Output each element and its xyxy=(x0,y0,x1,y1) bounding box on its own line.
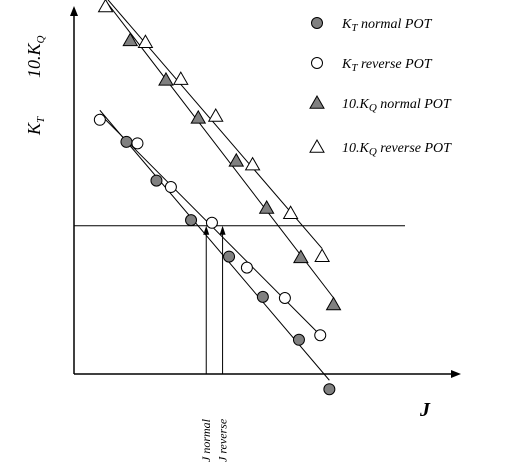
annotation-arrowhead-1 xyxy=(203,225,210,235)
series-2-point-1 xyxy=(93,113,106,126)
annotation-arrowhead-2 xyxy=(219,225,226,235)
series-4-point-2 xyxy=(137,34,154,49)
series-2-point-5 xyxy=(240,261,253,274)
annotation-label-1: J normal xyxy=(199,418,213,462)
annotations: J normal J reverse xyxy=(199,225,230,462)
series-1-point-4 xyxy=(223,250,236,263)
series-2-point-4 xyxy=(205,216,218,229)
series-4-point-6 xyxy=(282,205,299,220)
legend-marker-1 xyxy=(311,17,323,29)
series-markers xyxy=(93,0,342,396)
x-axis-arrow xyxy=(451,370,461,378)
series-4-point-3 xyxy=(172,71,189,85)
series-4-point-1 xyxy=(97,0,114,13)
series-1-point-6 xyxy=(292,333,305,346)
x-axis-title: J xyxy=(419,399,431,421)
legend-marker-4 xyxy=(309,138,325,153)
series-3-point-2 xyxy=(158,71,174,86)
legend-marker-2 xyxy=(311,57,323,69)
series-2-point-2 xyxy=(131,137,144,150)
series-2-point-7 xyxy=(314,329,327,342)
y-axis-title-left: KT xyxy=(24,116,47,136)
series-2-point-6 xyxy=(278,292,291,304)
series-2-point-3 xyxy=(164,181,177,194)
axes xyxy=(70,6,461,378)
series-lines xyxy=(99,0,334,381)
legend-label-2: KT reverse POT xyxy=(341,57,433,74)
series-4-point-4 xyxy=(207,107,224,122)
series-3-point-4 xyxy=(228,152,245,167)
series-3-point-6 xyxy=(292,249,309,264)
series-1-point-3 xyxy=(185,214,198,227)
series-line-1 xyxy=(99,109,330,381)
series-4-point-7 xyxy=(314,248,331,262)
legend: KT normal POT KT reverse POT 10.KQ normal … xyxy=(309,17,452,158)
series-1-point-7 xyxy=(323,383,336,396)
series-4-point-5 xyxy=(244,156,261,171)
legend-label-1: KT normal POT xyxy=(341,17,433,34)
series-3-point-7 xyxy=(325,296,342,311)
y-axis-arrow xyxy=(70,6,78,16)
series-line-4 xyxy=(107,0,323,249)
series-3-point-1 xyxy=(122,32,139,47)
series-1-point-2 xyxy=(150,174,163,187)
y-axis-title-right: 10.KQ xyxy=(24,35,47,78)
series-3-point-3 xyxy=(190,109,207,124)
series-1-point-1 xyxy=(120,135,133,148)
series-1-point-5 xyxy=(256,290,269,303)
series-3-point-5 xyxy=(258,199,275,214)
legend-label-3: 10.KQ normal POT xyxy=(342,97,452,114)
annotation-label-2: J reverse xyxy=(216,418,230,462)
legend-marker-3 xyxy=(309,94,325,109)
series-line-3 xyxy=(105,0,334,299)
legend-label-4: 10.KQ reverse POT xyxy=(342,141,452,158)
